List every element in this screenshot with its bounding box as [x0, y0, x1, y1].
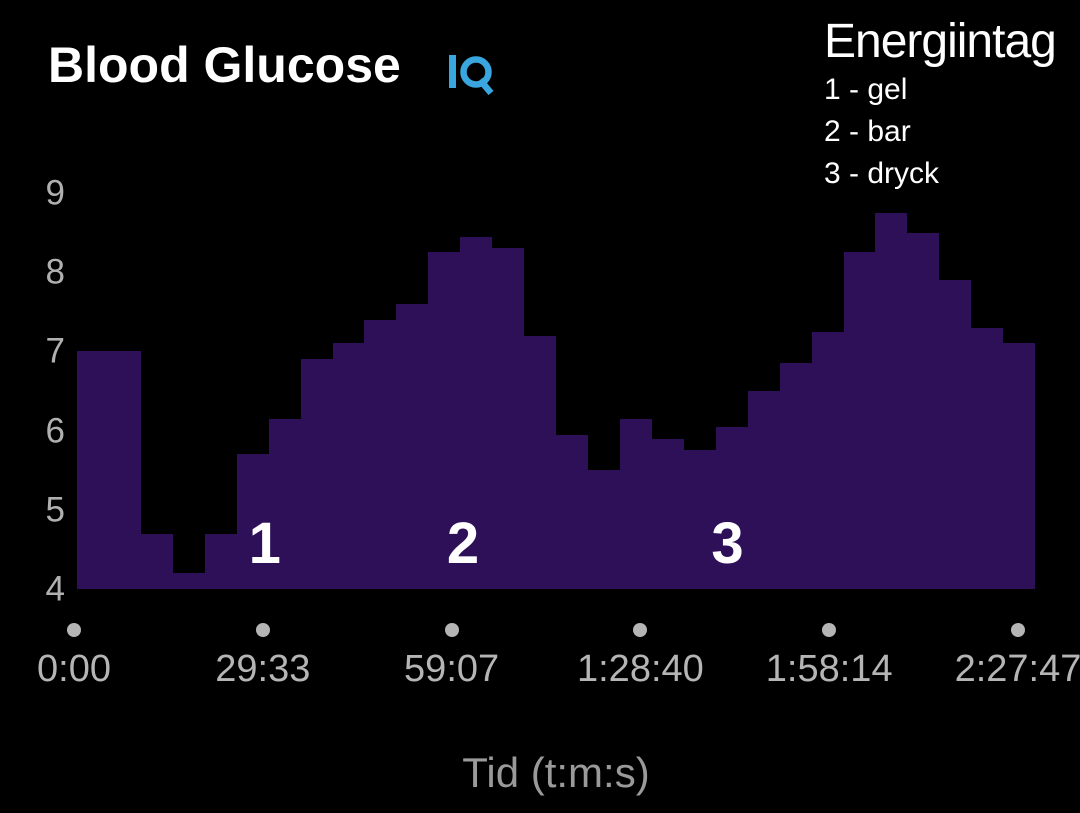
glucose-bar [811, 331, 844, 589]
glucose-bar [364, 319, 397, 589]
glucose-bar [588, 470, 620, 589]
x-tick-dot [633, 623, 648, 637]
legend-items: 1 - gel 2 - bar 3 - dryck [824, 69, 1056, 195]
glucose-bar [1003, 343, 1036, 589]
glucose-bar [108, 351, 141, 589]
x-tick-label: 29:33 [215, 648, 311, 690]
x-tick-label: 59:07 [404, 648, 500, 690]
glucose-bar [619, 418, 652, 589]
glucose-bar [77, 351, 109, 589]
glucose-bar [747, 391, 780, 589]
bar-series [77, 193, 1036, 589]
glucose-bar [300, 359, 333, 589]
y-tick-label: 7 [45, 331, 65, 371]
y-tick-label: 8 [45, 252, 65, 292]
glucose-bar [907, 232, 940, 589]
x-tick-label: 2:27:47 [954, 648, 1080, 690]
x-tick-dot [255, 623, 270, 637]
y-tick-label: 6 [45, 411, 65, 451]
glucose-bar [651, 438, 684, 589]
y-tick-label: 4 [45, 569, 65, 609]
chart-plot-area: 1 2 3 [77, 193, 1036, 589]
glucose-bar [556, 434, 588, 589]
glucose-bar [715, 426, 748, 589]
legend-item: 2 - bar [824, 115, 911, 148]
glucose-bar [428, 252, 461, 589]
glucose-bar [396, 303, 429, 589]
x-tick-dot [67, 623, 81, 637]
glucose-bar [524, 335, 557, 589]
glucose-bar [843, 252, 876, 589]
glucose-bar [492, 248, 525, 589]
x-tick-dot [822, 623, 837, 637]
glucose-bar [875, 212, 908, 589]
connect-iq-logo-icon [449, 55, 494, 96]
glucose-bar [204, 533, 237, 589]
x-axis-title: Tid (t:m:s) [462, 749, 650, 796]
intake-markers: 1 2 3 [77, 193, 1035, 589]
intake-marker-2: 2 [446, 511, 480, 576]
glucose-bar [683, 450, 716, 589]
glucose-bar [332, 343, 365, 589]
glucose-bar [779, 363, 812, 589]
glucose-bar [172, 573, 205, 589]
glucose-bar [236, 454, 269, 589]
glucose-bar [140, 533, 173, 589]
page-title: Blood Glucose [48, 37, 401, 93]
intake-marker-1: 1 [248, 511, 281, 576]
glucose-bar [971, 327, 1004, 589]
x-tick-label: 0:00 [37, 648, 111, 690]
y-tick-label: 9 [45, 173, 65, 213]
glucose-bar [268, 418, 301, 589]
glucose-bar [460, 236, 493, 589]
legend: Energiintag 1 - gel 2 - bar 3 - dryck [824, 15, 1057, 195]
x-tick-label: 1:28:40 [576, 648, 704, 690]
intake-marker-3: 3 [711, 511, 744, 576]
glucose-bar [939, 280, 972, 589]
legend-title: Energiintag [824, 15, 1057, 68]
x-tick-dot [444, 623, 459, 637]
legend-item: 3 - dryck [824, 157, 940, 190]
y-tick-label: 5 [45, 490, 65, 530]
x-tick-label: 1:58:14 [765, 648, 893, 690]
legend-item: 1 - gel [824, 73, 908, 106]
x-tick-dot [1011, 623, 1025, 637]
